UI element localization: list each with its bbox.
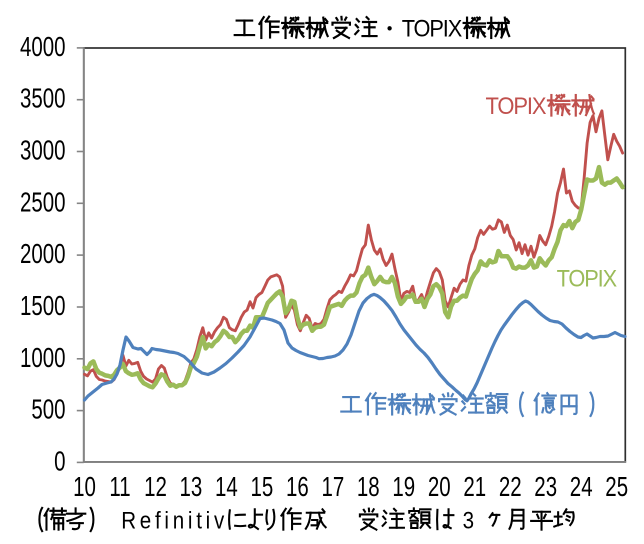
- svg-text:12: 12: [144, 472, 167, 503]
- svg-text:13: 13: [180, 472, 203, 503]
- svg-text:14: 14: [215, 472, 238, 503]
- svg-text:19: 19: [392, 472, 415, 503]
- svg-text:TOPIX: TOPIX: [557, 264, 618, 291]
- svg-text:0: 0: [54, 447, 65, 478]
- svg-text:25: 25: [605, 472, 628, 503]
- svg-text:15: 15: [251, 472, 274, 503]
- svg-text:3000: 3000: [20, 136, 66, 167]
- svg-text:17: 17: [322, 472, 345, 503]
- svg-text:10: 10: [73, 472, 96, 503]
- svg-text:11: 11: [109, 472, 130, 503]
- svg-text:3500: 3500: [20, 84, 66, 115]
- svg-text:2000: 2000: [20, 239, 66, 270]
- svg-text:23: 23: [534, 472, 557, 503]
- svg-text:16: 16: [286, 472, 309, 503]
- svg-text:21: 21: [463, 472, 486, 503]
- svg-text:2500: 2500: [20, 187, 66, 218]
- svg-text:500: 500: [31, 395, 65, 426]
- svg-text:4000: 4000: [20, 32, 66, 63]
- svg-text:3: 3: [463, 507, 474, 534]
- svg-text:18: 18: [357, 472, 380, 503]
- svg-text:24: 24: [570, 472, 593, 503]
- svg-text:1500: 1500: [20, 291, 66, 322]
- svg-text:1000: 1000: [20, 343, 66, 374]
- svg-text:22: 22: [499, 472, 522, 503]
- svg-text:20: 20: [428, 472, 451, 503]
- svg-text:TOPIX: TOPIX: [402, 15, 463, 42]
- svg-text:TOPIX: TOPIX: [486, 92, 547, 119]
